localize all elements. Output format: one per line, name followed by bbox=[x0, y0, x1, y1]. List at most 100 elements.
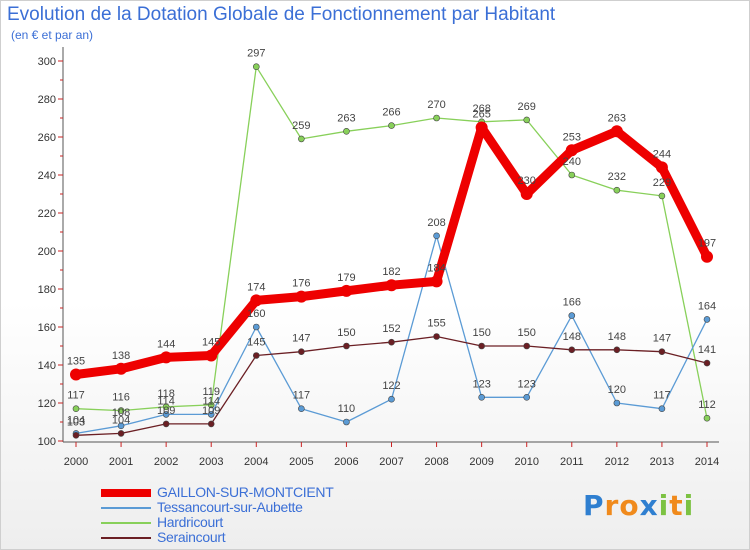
data-point-seraincourt bbox=[162, 420, 170, 428]
data-point-gaillon-sur-montcient bbox=[565, 144, 578, 157]
y-tick-label: 280 bbox=[38, 94, 56, 106]
axes: 100 120 140 160 180 200 220 240 260 280 300 2000 200… bbox=[38, 47, 719, 468]
data-point-hardricourt bbox=[703, 414, 711, 422]
legend-item-tessancourt: Tessancourt-sur-Aubette bbox=[101, 499, 401, 515]
data-point-tessancourt-sur-aubette bbox=[252, 323, 260, 331]
data-label-gaillon-sur-montcient: 174 bbox=[247, 281, 265, 293]
data-label-gaillon-sur-montcient: 253 bbox=[563, 131, 581, 143]
y-tick-label: 260 bbox=[38, 132, 56, 144]
legend-item-seraincourt: Seraincourt bbox=[101, 529, 401, 545]
data-label-hardricourt: 270 bbox=[427, 99, 445, 111]
data-point-tessancourt-sur-aubette bbox=[117, 422, 125, 430]
data-point-hardricourt bbox=[72, 405, 80, 413]
legend-label: Seraincourt bbox=[157, 529, 226, 545]
data-label-hardricourt: 116 bbox=[112, 392, 130, 404]
y-tick-label: 200 bbox=[38, 246, 56, 258]
series-layer bbox=[70, 63, 713, 439]
data-point-gaillon-sur-montcient bbox=[430, 275, 443, 288]
data-point-gaillon-sur-montcient bbox=[160, 351, 173, 364]
data-point-hardricourt bbox=[388, 122, 395, 129]
data-point-gaillon-sur-montcient bbox=[250, 294, 263, 307]
data-label-gaillon-sur-montcient: 135 bbox=[67, 356, 85, 368]
data-label-hardricourt: 118 bbox=[157, 388, 175, 400]
data-label-hardricourt: 240 bbox=[563, 156, 581, 168]
data-labels-layer: 117 116 118 119 297 259 263 266 270 268 269 240 232 2… bbox=[67, 48, 716, 429]
x-tick-label: 2006 bbox=[334, 456, 358, 468]
data-point-gaillon-sur-montcient bbox=[70, 368, 82, 381]
legend-label: GAILLON-SUR-MONTCIENT bbox=[157, 484, 334, 500]
data-point-hardricourt bbox=[117, 407, 125, 414]
data-label-seraincourt: 103 bbox=[67, 416, 85, 428]
brand-letter: i bbox=[683, 489, 695, 522]
brand-letter: o bbox=[619, 489, 640, 522]
data-label-hardricourt: 117 bbox=[67, 390, 85, 402]
brand-letter: x bbox=[639, 489, 659, 522]
data-label-gaillon-sur-montcient: 263 bbox=[608, 112, 626, 124]
data-point-seraincourt bbox=[72, 431, 80, 439]
data-label-tessancourt-sur-aubette: 123 bbox=[518, 378, 536, 390]
data-label-hardricourt: 259 bbox=[292, 120, 310, 132]
data-label-seraincourt: 150 bbox=[337, 327, 355, 339]
data-point-tessancourt-sur-aubette bbox=[478, 393, 485, 401]
legend-item-gaillon: GAILLON-SUR-MONTCIENT bbox=[101, 484, 401, 500]
data-label-seraincourt: 148 bbox=[608, 331, 626, 343]
data-label-hardricourt: 266 bbox=[382, 107, 400, 119]
data-point-seraincourt bbox=[388, 338, 395, 346]
data-label-hardricourt: 119 bbox=[202, 386, 220, 398]
data-label-hardricourt: 268 bbox=[472, 103, 490, 115]
y-tick-label: 180 bbox=[38, 284, 56, 296]
line-chart: 100 120 140 160 180 200 220 240 260 280 300 2000 200… bbox=[38, 47, 719, 468]
x-tick-label: 2000 bbox=[64, 456, 88, 468]
data-point-seraincourt bbox=[613, 346, 621, 354]
data-label-tessancourt-sur-aubette: 123 bbox=[472, 378, 490, 390]
data-point-seraincourt bbox=[478, 342, 485, 350]
data-label-gaillon-sur-montcient: 176 bbox=[292, 278, 310, 290]
data-point-hardricourt bbox=[207, 401, 215, 409]
data-label-hardricourt: 269 bbox=[518, 101, 536, 113]
data-label-tessancourt-sur-aubette: 110 bbox=[338, 403, 356, 415]
data-label-hardricourt: 232 bbox=[608, 171, 626, 183]
data-point-seraincourt bbox=[523, 342, 531, 350]
data-point-gaillon-sur-montcient bbox=[475, 121, 488, 134]
data-label-tessancourt-sur-aubette: 208 bbox=[427, 217, 445, 229]
y-tick-label: 100 bbox=[38, 436, 56, 448]
data-point-gaillon-sur-montcient bbox=[520, 188, 533, 200]
data-label-gaillon-sur-montcient: 144 bbox=[157, 338, 175, 350]
legend-item-hardricourt: Hardricourt bbox=[101, 514, 401, 530]
data-point-tessancourt-sur-aubette bbox=[388, 395, 395, 403]
data-point-tessancourt-sur-aubette bbox=[433, 232, 440, 240]
data-point-gaillon-sur-montcient bbox=[295, 290, 308, 303]
data-point-hardricourt bbox=[568, 171, 576, 179]
data-point-seraincourt bbox=[568, 346, 576, 354]
data-point-tessancourt-sur-aubette bbox=[568, 312, 576, 319]
y-tick-label: 120 bbox=[38, 398, 56, 410]
data-label-seraincourt: 147 bbox=[292, 333, 310, 345]
data-label-gaillon-sur-montcient: 145 bbox=[202, 337, 220, 349]
x-tick-label: 2014 bbox=[695, 456, 719, 468]
y-tick-label: 140 bbox=[38, 360, 56, 372]
brand-letter: r bbox=[604, 489, 620, 522]
data-point-gaillon-sur-montcient bbox=[385, 279, 398, 292]
data-point-gaillon-sur-montcient bbox=[205, 349, 218, 362]
legend-label: Hardricourt bbox=[157, 514, 223, 530]
data-point-hardricourt bbox=[523, 116, 531, 124]
brand-letter: i bbox=[658, 489, 670, 522]
legend-swatch bbox=[101, 537, 151, 539]
data-label-seraincourt: 141 bbox=[698, 344, 716, 356]
data-point-hardricourt bbox=[658, 192, 666, 200]
x-tick-label: 2009 bbox=[469, 456, 493, 468]
legend-swatch bbox=[101, 522, 151, 524]
data-label-seraincourt: 155 bbox=[427, 318, 445, 330]
data-label-seraincourt: 109 bbox=[157, 405, 175, 417]
data-label-gaillon-sur-montcient: 182 bbox=[382, 266, 400, 278]
x-tick-label: 2002 bbox=[154, 456, 178, 468]
x-tick-label: 2001 bbox=[109, 456, 133, 468]
x-tick-label: 2004 bbox=[244, 456, 268, 468]
data-label-hardricourt: 112 bbox=[698, 399, 716, 411]
data-label-tessancourt-sur-aubette: 117 bbox=[653, 390, 671, 402]
data-point-hardricourt bbox=[433, 114, 440, 122]
data-label-gaillon-sur-montcient: 197 bbox=[698, 238, 716, 250]
data-label-gaillon-sur-montcient: 230 bbox=[518, 175, 536, 187]
data-point-seraincourt bbox=[433, 333, 440, 340]
